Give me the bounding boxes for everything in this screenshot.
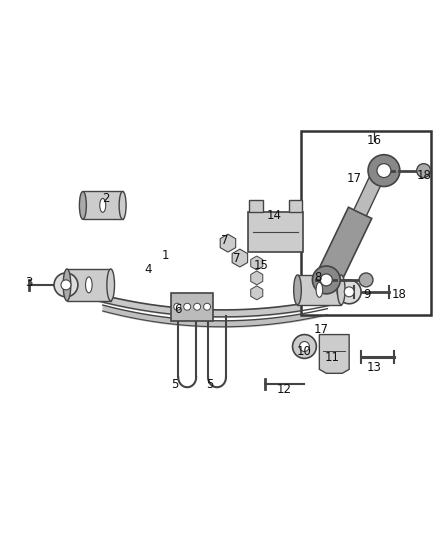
- Polygon shape: [319, 335, 349, 373]
- Circle shape: [377, 164, 391, 177]
- Ellipse shape: [63, 269, 71, 301]
- Circle shape: [320, 274, 332, 286]
- Text: 12: 12: [277, 383, 292, 395]
- Circle shape: [359, 273, 373, 287]
- Circle shape: [204, 303, 211, 310]
- Polygon shape: [83, 191, 123, 219]
- Text: 14: 14: [267, 209, 282, 222]
- Circle shape: [417, 164, 431, 177]
- Ellipse shape: [107, 269, 114, 301]
- Polygon shape: [171, 293, 213, 321]
- Circle shape: [54, 273, 78, 297]
- Polygon shape: [318, 207, 372, 282]
- Circle shape: [174, 303, 181, 310]
- Polygon shape: [297, 275, 341, 305]
- Polygon shape: [251, 286, 263, 300]
- Polygon shape: [354, 166, 387, 216]
- Text: 5: 5: [206, 378, 214, 391]
- Text: 9: 9: [363, 288, 371, 301]
- Text: 4: 4: [145, 263, 152, 277]
- Text: 17: 17: [314, 323, 329, 336]
- Circle shape: [184, 303, 191, 310]
- Circle shape: [337, 280, 361, 304]
- Circle shape: [344, 287, 354, 297]
- Polygon shape: [220, 234, 236, 252]
- Circle shape: [61, 280, 71, 290]
- Polygon shape: [232, 249, 247, 267]
- Circle shape: [293, 335, 316, 358]
- Polygon shape: [249, 200, 263, 212]
- Text: 7: 7: [233, 252, 240, 264]
- Polygon shape: [251, 271, 263, 285]
- Text: 17: 17: [346, 172, 362, 185]
- Text: 6: 6: [174, 303, 182, 316]
- Text: 18: 18: [392, 288, 406, 301]
- Text: 11: 11: [325, 351, 340, 364]
- Ellipse shape: [79, 191, 86, 219]
- Polygon shape: [289, 200, 303, 212]
- Ellipse shape: [293, 275, 301, 305]
- Text: 18: 18: [416, 169, 431, 182]
- Text: 13: 13: [367, 361, 381, 374]
- Text: 16: 16: [367, 134, 381, 147]
- Text: 8: 8: [314, 271, 322, 285]
- Text: 2: 2: [102, 192, 110, 205]
- FancyBboxPatch shape: [301, 131, 431, 314]
- Ellipse shape: [85, 277, 92, 293]
- Polygon shape: [251, 256, 263, 270]
- Text: 7: 7: [221, 233, 229, 247]
- Text: 10: 10: [297, 345, 312, 358]
- Polygon shape: [67, 269, 111, 301]
- Circle shape: [194, 303, 201, 310]
- Circle shape: [368, 155, 400, 187]
- Circle shape: [300, 342, 309, 351]
- Text: 15: 15: [253, 259, 268, 271]
- Ellipse shape: [100, 198, 106, 212]
- Text: 3: 3: [25, 277, 33, 289]
- Ellipse shape: [337, 275, 345, 305]
- Ellipse shape: [316, 282, 323, 297]
- Circle shape: [312, 266, 340, 294]
- Ellipse shape: [119, 191, 126, 219]
- Text: 5: 5: [172, 378, 179, 391]
- Text: 1: 1: [162, 248, 169, 262]
- FancyBboxPatch shape: [248, 212, 304, 252]
